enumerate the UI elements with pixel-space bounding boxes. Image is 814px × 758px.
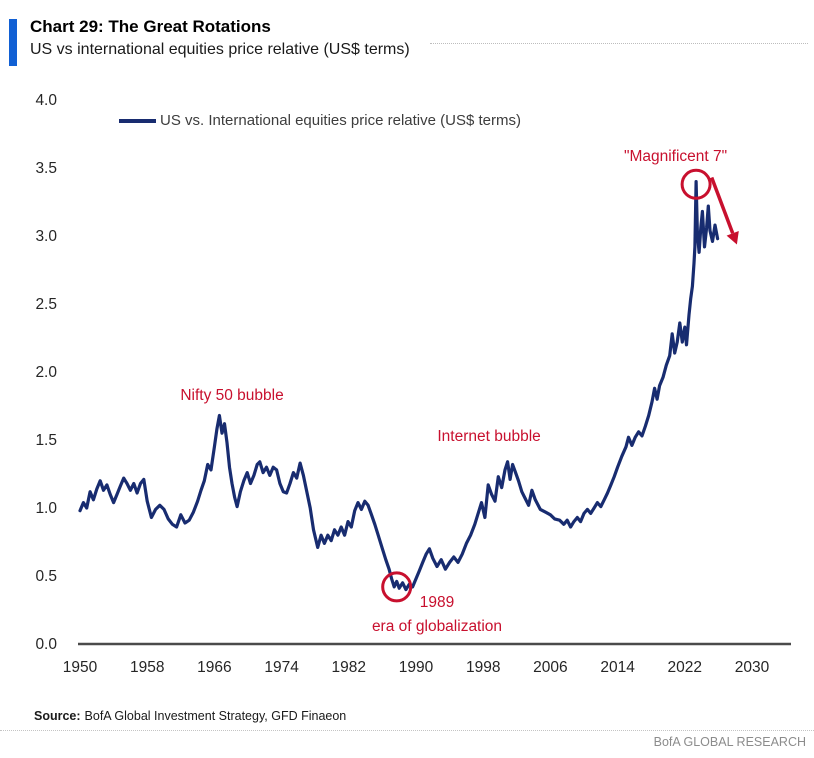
decline-arrow-shaft: [710, 176, 735, 234]
x-tick-label: 1982: [332, 659, 366, 676]
x-tick-label: 1966: [197, 659, 231, 676]
chart-title: Chart 29: The Great Rotations: [30, 17, 271, 36]
x-tick-label: 1958: [130, 659, 164, 676]
legend-label: US vs. International equities price rela…: [160, 112, 521, 129]
y-tick-label: 1.0: [35, 500, 57, 517]
y-tick-label: 3.0: [35, 228, 57, 245]
source-label: Source:: [34, 709, 81, 723]
y-tick-label: 3.5: [35, 160, 57, 177]
legend-line-swatch: [119, 118, 156, 123]
y-tick-label: 0.0: [35, 636, 57, 653]
annotation-era-of-globalization: era of globalization: [371, 618, 503, 635]
title-dotted-rule: [430, 43, 808, 44]
x-tick-label: 1974: [264, 659, 299, 676]
y-tick-label: 1.5: [35, 432, 57, 449]
footer-dotted-rule: [0, 730, 814, 731]
x-tick-label: 2014: [600, 659, 635, 676]
y-tick-label: 2.0: [35, 364, 57, 381]
source-line: Source: BofA Global Investment Strategy, …: [34, 709, 346, 723]
source-text: BofA Global Investment Strategy, GFD Fin…: [84, 709, 347, 723]
chart-subtitle: US vs international equities price relat…: [30, 41, 410, 58]
x-tick-label: 2022: [668, 659, 702, 676]
highlight-circle-magnificent-7-peak: [680, 168, 712, 200]
price-relative-line: [78, 180, 720, 592]
x-tick-label: 1990: [399, 659, 434, 676]
highlight-circle-1989-trough: [381, 571, 413, 603]
x-tick-label: 1950: [63, 659, 98, 676]
annotation-1989: 1989: [419, 594, 455, 612]
y-tick-label: 0.5: [35, 568, 57, 585]
annotation-magnificent-7: "Magnificent 7": [623, 148, 728, 166]
legend: US vs. International equities price rela…: [119, 112, 521, 129]
x-tick-label: 2006: [533, 659, 567, 676]
x-tick-label: 1998: [466, 659, 500, 676]
annotation-nifty-50-bubble: Nifty 50 bubble: [180, 387, 284, 405]
y-tick-label: 4.0: [35, 92, 57, 109]
title-accent-bar: [9, 19, 17, 66]
annotation-internet-bubble: Internet bubble: [437, 428, 541, 446]
brand-mark: BofA GLOBAL RESEARCH: [653, 735, 806, 749]
y-tick-label: 2.5: [35, 296, 57, 313]
decline-arrow-head: [726, 231, 739, 245]
x-tick-label: 2030: [735, 659, 770, 676]
